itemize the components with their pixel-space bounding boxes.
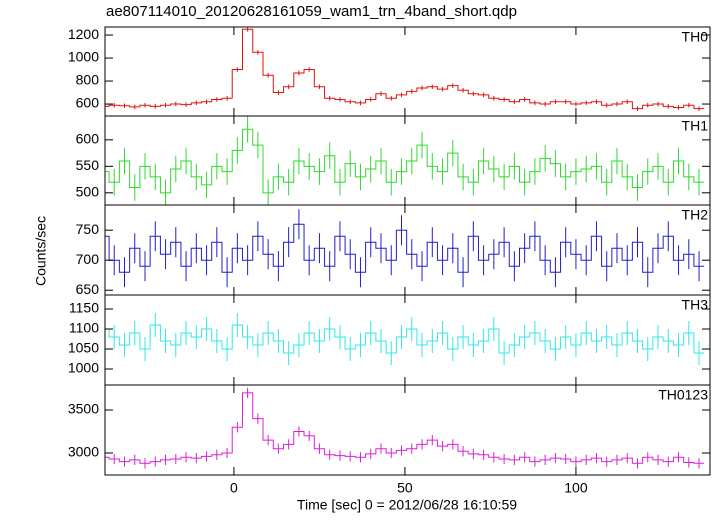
y-tick-label: 550 <box>76 157 100 173</box>
y-axis-label: Counts/sec <box>33 216 49 286</box>
y-tick-label: 600 <box>76 131 100 147</box>
y-tick-label: 500 <box>76 184 100 200</box>
panel-frame <box>104 115 711 206</box>
y-tick-label: 650 <box>76 281 100 297</box>
panel-label: TH0 <box>682 29 709 45</box>
x-tick-label: 100 <box>564 480 588 496</box>
y-tick-label: 1100 <box>69 320 99 336</box>
y-tick-label: 1200 <box>68 26 99 42</box>
y-tick-label: 750 <box>76 221 100 237</box>
x-axis-label: Time [sec] 0 = 2012/06/28 16:10:59 <box>297 497 517 513</box>
panel-frame <box>104 294 711 386</box>
y-tick-label: 600 <box>76 95 100 111</box>
step-line <box>105 28 705 110</box>
y-tick-label: 700 <box>76 251 100 267</box>
y-tick-label: 3000 <box>68 444 99 460</box>
panel-label: TH2 <box>682 207 709 223</box>
panel-frame <box>104 384 711 476</box>
chart-title: ae807114010_20120628161059_wam1_trn_4ban… <box>106 3 517 20</box>
panel-label: TH3 <box>682 297 709 313</box>
panel-frame <box>104 204 711 296</box>
x-tick-label: 50 <box>397 480 413 496</box>
y-tick-label: 1000 <box>68 49 99 65</box>
x-tick-label: 0 <box>230 480 238 496</box>
y-tick-label: 3500 <box>68 401 99 417</box>
panel-label: TH0123 <box>658 387 708 403</box>
panel-label: TH1 <box>682 118 709 134</box>
y-tick-label: 1000 <box>68 360 99 376</box>
y-tick-label: 1050 <box>68 340 99 356</box>
y-tick-label: 800 <box>76 72 100 88</box>
y-tick-label: 1150 <box>69 300 99 316</box>
